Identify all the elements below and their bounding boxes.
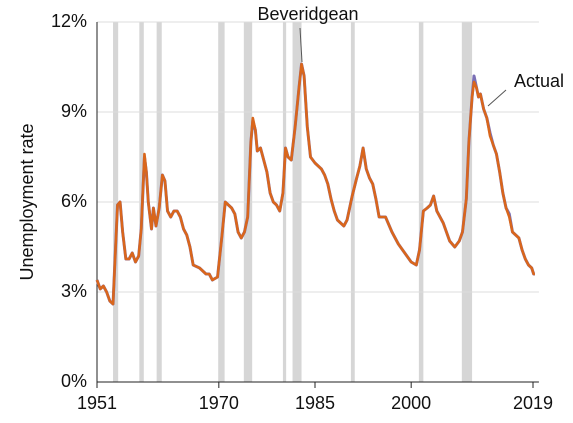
x-tick-label: 2000 — [391, 393, 431, 413]
series-line — [95, 62, 535, 306]
y-tick-label: 9% — [61, 101, 87, 121]
x-tick-label: 1951 — [77, 393, 117, 413]
x-tick-label: 2019 — [513, 393, 553, 413]
series-annotation: Beveridgean — [257, 4, 358, 24]
y-tick-label: 0% — [61, 371, 87, 391]
y-tick-label: 3% — [61, 281, 87, 301]
y-tick-label: 6% — [61, 191, 87, 211]
y-axis-label: Unemployment rate — [17, 123, 37, 280]
x-tick-label: 1970 — [199, 393, 239, 413]
annotation-leader — [487, 89, 507, 107]
y-tick-label: 12% — [51, 11, 87, 31]
x-tick-label: 1985 — [295, 393, 335, 413]
series-annotation: Actual — [514, 71, 564, 91]
annotation-leader — [299, 27, 303, 63]
